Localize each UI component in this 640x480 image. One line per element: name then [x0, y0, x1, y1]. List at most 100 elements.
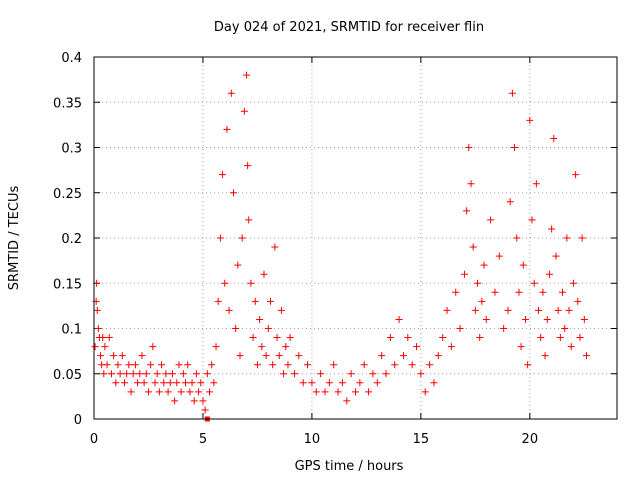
- data-point: [267, 297, 275, 305]
- data-point: [480, 261, 488, 269]
- data-point: [563, 234, 571, 242]
- data-point: [251, 297, 259, 305]
- data-point: [182, 379, 190, 387]
- data-point: [101, 343, 109, 351]
- data-point: [282, 343, 290, 351]
- data-point: [260, 270, 268, 278]
- data-point: [559, 288, 567, 296]
- data-point: [175, 361, 183, 369]
- data-point: [236, 352, 244, 360]
- data-point: [93, 306, 101, 314]
- data-point: [543, 315, 551, 323]
- data-point: [508, 89, 516, 97]
- data-point: [460, 270, 468, 278]
- data-point: [118, 352, 126, 360]
- data-point: [369, 370, 377, 378]
- data-point: [482, 315, 490, 323]
- y-tick-label: 0.25: [53, 187, 82, 202]
- data-point: [262, 352, 270, 360]
- data-point: [360, 361, 368, 369]
- data-point: [240, 107, 248, 115]
- y-tick-label: 0.35: [53, 96, 82, 111]
- x-axis-label: GPS time / hours: [295, 459, 404, 474]
- data-point: [526, 116, 534, 124]
- data-point: [467, 180, 475, 188]
- data-point: [569, 279, 577, 287]
- data-point: [229, 189, 237, 197]
- data-point: [205, 388, 213, 396]
- data-point: [495, 252, 503, 260]
- data-point: [474, 279, 482, 287]
- y-tick-label: 0.4: [61, 51, 82, 66]
- x-tick-label: 10: [304, 432, 321, 447]
- data-point: [125, 361, 133, 369]
- data-point: [506, 198, 514, 206]
- data-point: [537, 334, 545, 342]
- data-point: [317, 370, 325, 378]
- data-point: [153, 370, 161, 378]
- data-point: [491, 288, 499, 296]
- data-point: [471, 306, 479, 314]
- data-point: [264, 325, 272, 332]
- axis-ticks: 0 5 10 15 20 0 0.05 0.1 0.15 0.2 0.25 0.3 0.35 0.4: [53, 51, 617, 447]
- data-point: [469, 243, 477, 251]
- data-point: [378, 352, 386, 360]
- data-point: [232, 325, 240, 332]
- data-point: [515, 288, 523, 296]
- data-point: [221, 279, 229, 287]
- plot-frame: [93, 56, 618, 420]
- data-point: [517, 343, 525, 351]
- data-point: [290, 370, 298, 378]
- data-point: [199, 397, 207, 405]
- data-point: [556, 334, 564, 342]
- data-point: [465, 144, 473, 151]
- data-point: [554, 306, 562, 314]
- data-point: [256, 315, 264, 323]
- y-tick-label: 0.05: [53, 368, 82, 383]
- data-point: [234, 261, 242, 269]
- data-point: [258, 343, 266, 351]
- data-point: [219, 171, 227, 179]
- data-point: [177, 388, 185, 396]
- data-point: [338, 379, 346, 387]
- data-point: [225, 306, 233, 314]
- data-point: [580, 315, 588, 323]
- data-point: [138, 352, 146, 360]
- data-point: [247, 279, 255, 287]
- data-point: [565, 306, 573, 314]
- data-point: [295, 352, 303, 360]
- data-point: [478, 297, 486, 305]
- data-point: [127, 388, 135, 396]
- data-point: [352, 388, 359, 396]
- data-point: [216, 234, 224, 242]
- x-tick-label: 5: [199, 432, 207, 447]
- data-point: [188, 379, 196, 387]
- data-point: [238, 234, 246, 242]
- data-point: [286, 334, 294, 342]
- data-point: [121, 379, 129, 387]
- data-point: [561, 325, 569, 332]
- data-point: [548, 225, 556, 233]
- data-point: [114, 361, 122, 369]
- data-point: [147, 361, 155, 369]
- data-point: [142, 370, 150, 378]
- data-point: [325, 379, 333, 387]
- data-point: [430, 379, 438, 387]
- data-point: [578, 234, 586, 242]
- data-point: [91, 343, 99, 351]
- data-point: [530, 279, 538, 287]
- data-point: [158, 361, 166, 369]
- data-point: [576, 334, 584, 342]
- data-point: [519, 261, 527, 269]
- data-point: [373, 379, 381, 387]
- data-point: [413, 343, 421, 351]
- x-tick-label: 20: [522, 432, 539, 447]
- data-point: [408, 361, 416, 369]
- data-point: [140, 379, 148, 387]
- data-points: [91, 71, 590, 422]
- data-point: [532, 180, 540, 188]
- data-point: [277, 306, 285, 314]
- data-point: [197, 379, 205, 387]
- data-point: [330, 361, 338, 369]
